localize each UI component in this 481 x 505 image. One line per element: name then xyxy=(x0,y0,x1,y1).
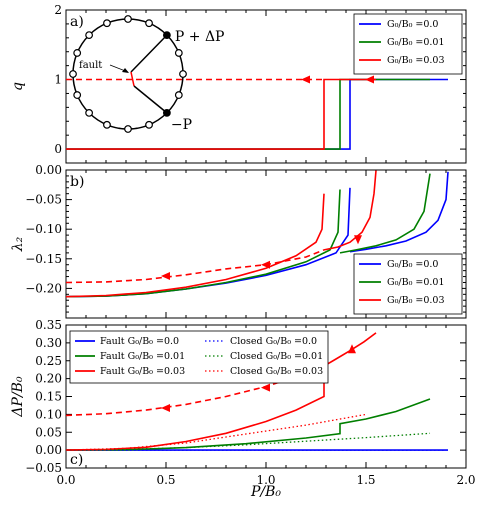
legend-label: G₀/B₀ =0.01 xyxy=(387,37,445,48)
y-tick-label: 0.35 xyxy=(35,318,62,332)
direction-arrow xyxy=(354,235,362,245)
legend-label: Fault G₀/B₀ =0.01 xyxy=(100,351,185,362)
series-line-green-solid xyxy=(66,78,430,150)
series-line-red-solid xyxy=(323,170,377,251)
node xyxy=(145,120,153,129)
legend-label: G₀/B₀ =0.03 xyxy=(387,295,445,306)
x-axis-label: P/B₀ xyxy=(250,484,281,500)
legend-label: G₀/B₀ =0.0 xyxy=(387,19,438,30)
x-tick-label: 2.0 xyxy=(456,473,475,487)
y-tick-label: 0 xyxy=(54,142,62,156)
panel-c: 0.0 0.5 1.0 1.5 2.0 −0.05 0.00 0.05 0.10 0.15 0.20… xyxy=(10,318,476,500)
legend-label: G₀/B₀ =0.0 xyxy=(387,259,438,270)
node xyxy=(73,91,82,99)
panel-label: a) xyxy=(70,14,84,30)
y-tick-label: 1 xyxy=(54,73,62,87)
panel-b: 0.00 −0.05 −0.10 −0.15 −0.20 λ₂ b) G₀/B₀ =0.0 G₀… xyxy=(10,163,467,319)
y-tick-label: 0.10 xyxy=(35,407,62,421)
node-minus-label: −P xyxy=(171,117,192,133)
y-tick-label: 0.00 xyxy=(35,443,62,457)
y-axis-label: λ₂ xyxy=(10,236,26,252)
series-line-red-dashed xyxy=(65,365,325,417)
series-line-red-dashed xyxy=(65,249,325,284)
panel-label: b) xyxy=(70,174,84,190)
fault-label: fault xyxy=(79,60,102,71)
y-axis-label: ΔP/B₀ xyxy=(10,376,26,418)
series-line-green-solid xyxy=(339,173,431,254)
series-line-blue-solid xyxy=(66,78,448,150)
legend-label: Closed G₀/B₀ =0.0 xyxy=(230,336,317,347)
legend-label: G₀/B₀ =0.01 xyxy=(387,277,445,288)
node xyxy=(179,70,187,78)
node xyxy=(124,15,132,23)
y-tick-label: −0.05 xyxy=(25,193,62,207)
x-tick-label: 0.0 xyxy=(56,473,75,487)
direction-arrow xyxy=(161,403,170,412)
y-tick-label: 0.15 xyxy=(35,390,62,404)
node xyxy=(145,19,153,28)
node xyxy=(124,125,132,133)
node xyxy=(174,91,183,99)
series-line-red-solid xyxy=(66,78,376,150)
series-line-red-solid xyxy=(65,193,325,298)
y-axis-label: q xyxy=(10,82,26,91)
legend-label: Closed G₀/B₀ =0.01 xyxy=(230,351,323,362)
series-line-red-dotted xyxy=(65,413,367,451)
node-plus-label: P + ΔP xyxy=(175,29,225,45)
x-tick-label: 0.5 xyxy=(156,473,175,487)
node xyxy=(69,70,77,78)
y-tick-label: 0.20 xyxy=(35,372,62,386)
y-tick-label: −0.15 xyxy=(25,252,62,266)
series-line-green-solid xyxy=(65,189,341,298)
y-tick-label: 2 xyxy=(54,3,62,17)
y-tick-label: −0.10 xyxy=(25,222,62,236)
series-line-green-dotted xyxy=(65,432,431,451)
legend-label: Fault G₀/B₀ =0.0 xyxy=(100,336,179,347)
legend-label: Closed G₀/B₀ =0.03 xyxy=(230,366,323,377)
direction-arrow xyxy=(261,260,270,269)
x-tick-label: 1.5 xyxy=(356,473,375,487)
y-tick-label: 0.05 xyxy=(35,425,62,439)
node xyxy=(103,19,111,28)
node xyxy=(174,49,183,57)
node xyxy=(103,120,111,129)
y-tick-label: 0.25 xyxy=(35,354,62,368)
line-from-fault xyxy=(133,85,168,114)
direction-arrow xyxy=(365,75,374,84)
y-tick-label: 0.30 xyxy=(35,336,62,350)
series-line-blue-solid xyxy=(349,171,449,253)
line-to-fault xyxy=(130,34,168,73)
fault-segment xyxy=(130,71,135,87)
series-line-blue-solid xyxy=(65,187,351,298)
node xyxy=(85,31,94,40)
node xyxy=(73,49,82,57)
legend-label: G₀/B₀ =0.03 xyxy=(387,55,445,66)
legend-label: Fault G₀/B₀ =0.03 xyxy=(100,366,185,377)
y-tick-label: −0.05 xyxy=(25,461,62,475)
direction-arrow xyxy=(348,344,356,354)
direction-arrow xyxy=(301,75,310,84)
y-tick-label: 0.00 xyxy=(35,163,62,177)
direction-arrow xyxy=(161,271,170,280)
series-line-green-solid xyxy=(65,398,431,451)
fault-pointer-head xyxy=(122,68,129,73)
panel-label: c) xyxy=(70,452,83,468)
x-tick-label: 1.0 xyxy=(256,473,275,487)
legend-box xyxy=(69,330,329,384)
panel-a: 0 1 2 q a) G₀/B₀ =0.0 G₀/B₀ =0.01 G₀/B₀ =0.03 fa… xyxy=(10,3,467,164)
y-tick-label: −0.20 xyxy=(25,281,62,295)
node xyxy=(85,108,94,117)
direction-arrow xyxy=(261,383,270,392)
